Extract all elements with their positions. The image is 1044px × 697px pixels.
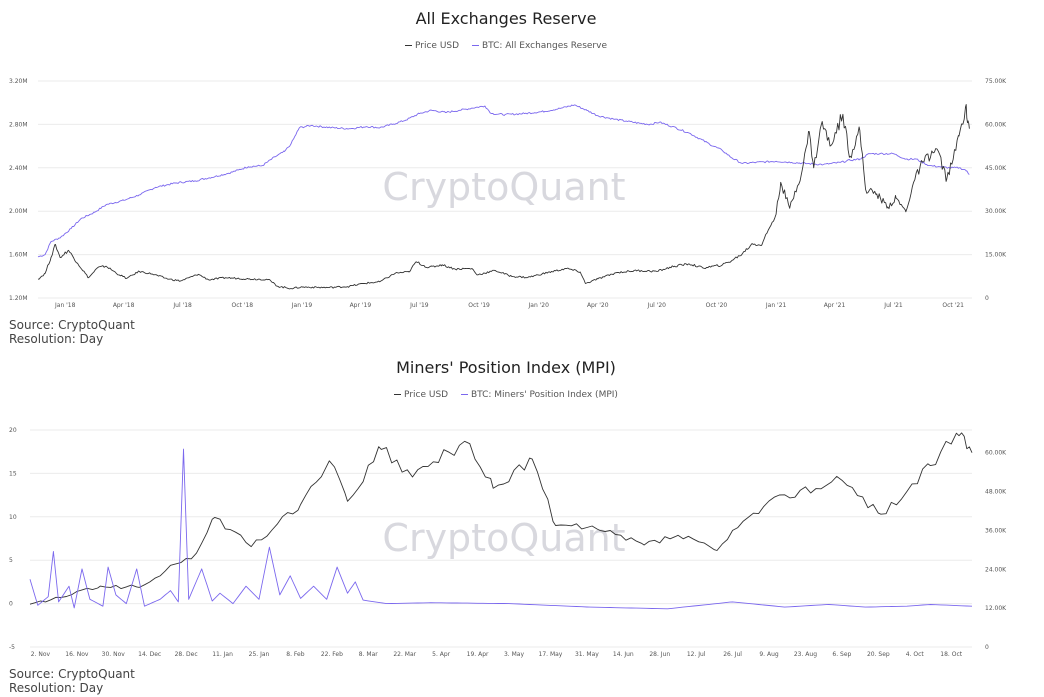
chart-legend[interactable]: Price USD BTC: Miners' Position Index (M… xyxy=(0,390,1012,400)
x-tick-label: 17. May xyxy=(539,651,563,658)
x-tick-label: Apr '18 xyxy=(113,302,135,309)
x-tick-label: 4. Oct xyxy=(906,651,925,658)
x-tick-label: 14. Dec xyxy=(138,651,161,658)
x-tick-label: 14. Jun xyxy=(613,651,634,658)
y-left-tick-label: 0 xyxy=(9,601,13,608)
y-left-tick-label: 2.40M xyxy=(9,165,28,172)
y-right-tick-label: 75.00K xyxy=(985,78,1007,85)
exchange-reserve-chart: All Exchanges Reserve Price USD BTC: All… xyxy=(0,0,1044,348)
x-tick-label: 22. Feb xyxy=(321,651,343,658)
x-tick-label: 28. Dec xyxy=(175,651,198,658)
x-tick-label: 16. Nov xyxy=(65,651,89,658)
resolution-text: Resolution: Day xyxy=(9,332,104,346)
y-right-tick-label: 15.00K xyxy=(985,252,1007,259)
watermark: CryptoQuant xyxy=(382,165,625,209)
legend-item-price[interactable]: Price USD xyxy=(394,390,448,400)
series-line-price xyxy=(29,432,973,605)
source-text: Source: CryptoQuant xyxy=(9,667,135,681)
x-tick-label: 31. May xyxy=(575,651,599,658)
x-tick-label: 5. Apr xyxy=(432,651,451,658)
y-right-tick-label: 36.00K xyxy=(985,527,1007,534)
x-tick-label: 2. Nov xyxy=(31,651,51,658)
y-left-tick-label: 3.20M xyxy=(9,78,28,85)
y-left-tick-label: 5 xyxy=(9,557,13,564)
chart-title: All Exchanges Reserve xyxy=(415,9,597,28)
y-left-tick-label: 1.60M xyxy=(9,252,28,259)
y-left-tick-label: 2.80M xyxy=(9,121,28,128)
x-tick-label: 9. Aug xyxy=(759,651,779,658)
x-tick-label: Oct '21 xyxy=(942,302,964,309)
y-right-tick-label: 24.00K xyxy=(985,566,1007,573)
x-tick-label: 25. Jan xyxy=(249,651,270,658)
y-right-tick-label: 30.00K xyxy=(985,208,1007,215)
x-tick-label: Apr '20 xyxy=(587,302,609,309)
x-tick-label: 30. Nov xyxy=(102,651,126,658)
x-tick-label: 6. Sep xyxy=(832,651,851,658)
series-line-mpi xyxy=(29,448,973,610)
mpi-plot: -5 0 5 10 15 20 0 12.00K 24.00K 36.00K 48.00K 60.00… xyxy=(9,427,1007,658)
x-tick-label: 18. Oct xyxy=(940,651,962,658)
y-right-tick-label: 0 xyxy=(985,295,989,302)
x-tick-label: 22. Mar xyxy=(393,651,416,658)
x-tick-label: Jul '19 xyxy=(409,302,429,309)
y-right-tick-label: 60.00K xyxy=(985,450,1007,457)
x-tick-label: Jan '18 xyxy=(54,302,76,309)
x-tick-label: 28. Jun xyxy=(649,651,670,658)
x-tick-label: Apr '19 xyxy=(350,302,372,309)
x-tick-label: Jul '18 xyxy=(172,302,192,309)
legend-item-reserve[interactable]: BTC: All Exchanges Reserve xyxy=(471,41,607,51)
x-tick-label: Oct '19 xyxy=(468,302,490,309)
source-note: Source: CryptoQuant Resolution: Day xyxy=(9,667,135,695)
y-left-tick-label: 15 xyxy=(9,470,17,477)
x-tick-label: 20. Sep xyxy=(867,651,890,658)
x-tick-label: Oct '20 xyxy=(706,302,728,309)
resolution-text: Resolution: Day xyxy=(9,681,104,695)
x-tick-label: Jan '20 xyxy=(528,302,550,309)
x-tick-label: Jan '19 xyxy=(291,302,313,309)
y-right-tick-label: 48.00K xyxy=(985,489,1007,496)
x-tick-label: Jan '21 xyxy=(765,302,787,309)
y-left-tick-label: 20 xyxy=(9,427,17,434)
y-right-tick-label: 45.00K xyxy=(985,165,1007,172)
chart-title: Miners' Position Index (MPI) xyxy=(396,358,616,377)
source-note: Source: CryptoQuant Resolution: Day xyxy=(9,318,135,346)
y-right-tick-label: 0 xyxy=(985,644,989,651)
mpi-chart: Miners' Position Index (MPI) Price USD B… xyxy=(0,349,1044,697)
series-line-reserve xyxy=(37,104,970,258)
x-tick-label: Apr '21 xyxy=(824,302,846,309)
legend-item-mpi[interactable]: BTC: Miners' Position Index (MPI) xyxy=(460,390,618,400)
y-right-tick-label: 60.00K xyxy=(985,121,1007,128)
legend-item-price[interactable]: Price USD xyxy=(405,41,459,51)
y-left-tick-label: 1.20M xyxy=(9,295,28,302)
y-left-tick-label: 2.00M xyxy=(9,208,28,215)
exchange-reserve-plot: 1.20M 1.60M 2.00M 2.40M 2.80M 3.20M 0 15.00K 30.… xyxy=(9,78,1007,309)
chart-legend[interactable]: Price USD BTC: All Exchanges Reserve xyxy=(0,41,1012,51)
watermark: CryptoQuant xyxy=(382,516,625,560)
series-line-price xyxy=(37,104,970,290)
x-tick-label: 8. Feb xyxy=(286,651,304,658)
y-left-tick-label: 10 xyxy=(9,514,17,521)
x-tick-label: 19. Apr xyxy=(467,651,489,658)
x-tick-label: Oct '18 xyxy=(232,302,254,309)
x-tick-label: Jul '21 xyxy=(883,302,903,309)
x-tick-label: 26. Jul xyxy=(723,651,742,658)
x-tick-label: Jul '20 xyxy=(647,302,667,309)
x-tick-label: 3. May xyxy=(504,651,524,658)
x-tick-label: 11. Jan xyxy=(212,651,233,658)
x-tick-label: 12. Jul xyxy=(687,651,706,658)
source-text: Source: CryptoQuant xyxy=(9,318,135,332)
x-tick-label: 23. Aug xyxy=(794,651,817,658)
y-right-tick-label: 12.00K xyxy=(985,605,1007,612)
x-tick-label: 8. Mar xyxy=(359,651,378,658)
y-left-tick-label: -5 xyxy=(9,644,15,651)
